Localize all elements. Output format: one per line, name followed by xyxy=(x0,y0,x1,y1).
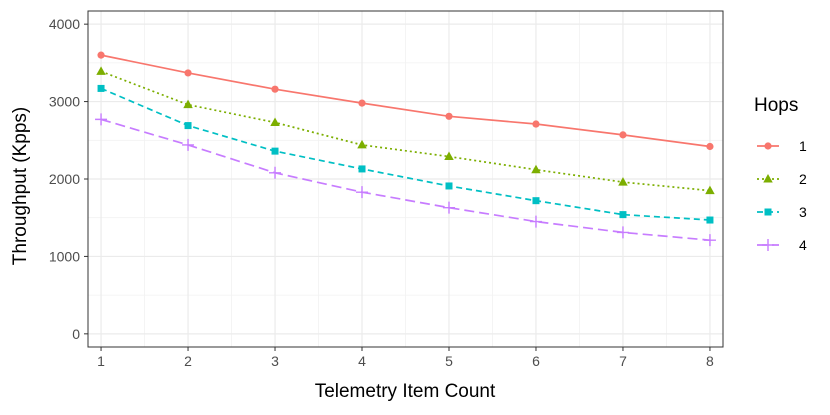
series-1 xyxy=(97,51,714,151)
series-4-point xyxy=(182,138,195,151)
series-1-point xyxy=(271,85,279,93)
series-2-point xyxy=(618,177,628,186)
legend: Hops 1 2 3 4 xyxy=(754,95,807,253)
y-tick-label: 4000 xyxy=(49,16,80,32)
series-4-point xyxy=(616,226,629,239)
legend-key-marker xyxy=(762,239,774,251)
legend-title: Hops xyxy=(754,95,798,116)
legend-label: 3 xyxy=(799,204,807,220)
series-4-point xyxy=(529,215,542,228)
series-1-point xyxy=(706,142,714,151)
series-2-point xyxy=(357,139,367,149)
series-3-point xyxy=(358,165,366,173)
series-3-point xyxy=(619,211,627,219)
x-tick-label: 2 xyxy=(184,353,192,369)
series-3-point xyxy=(532,197,540,205)
series-1-point xyxy=(445,112,453,120)
legend-label: 4 xyxy=(799,237,807,253)
legend-key-marker xyxy=(763,174,773,183)
series-4-point xyxy=(356,186,369,199)
x-tick-label: 6 xyxy=(532,353,540,369)
series-line-2 xyxy=(100,70,711,192)
series-4-point xyxy=(703,234,716,247)
x-tick-label: 4 xyxy=(358,353,366,369)
x-axis-title: Telemetry Item Count xyxy=(315,381,496,402)
series-1-point xyxy=(184,69,192,77)
series-3-point xyxy=(184,122,192,130)
series-2-point xyxy=(183,99,193,109)
legend-key-marker xyxy=(764,208,772,216)
x-tick-label: 7 xyxy=(619,353,627,369)
series-line-1 xyxy=(100,54,711,148)
series-1-point xyxy=(532,120,540,128)
series-3-point xyxy=(97,84,105,92)
legend-item-3: 3 xyxy=(757,204,807,220)
series-2-point xyxy=(531,164,541,174)
series-3 xyxy=(97,84,714,224)
y-tick-label: 3000 xyxy=(49,94,80,110)
series-1-point xyxy=(358,99,366,107)
legend-key-marker xyxy=(764,142,772,150)
series-2 xyxy=(96,66,715,195)
series-4-point xyxy=(442,201,455,214)
series-2-point xyxy=(270,117,280,126)
legend-item-4: 4 xyxy=(757,237,807,253)
series-2-point xyxy=(705,185,715,195)
y-tick-label: 0 xyxy=(72,326,80,342)
x-tick-label: 5 xyxy=(445,353,453,369)
y-tick-label: 1000 xyxy=(49,248,80,264)
series-1-point xyxy=(97,51,105,59)
legend-label: 2 xyxy=(799,171,807,187)
legend-label: 1 xyxy=(799,138,807,154)
series-3-point xyxy=(706,216,714,224)
series-line-4 xyxy=(100,118,711,242)
x-tick-label: 3 xyxy=(271,353,279,369)
series-1-point xyxy=(619,131,627,139)
series-3-point xyxy=(271,147,279,155)
series-2-point xyxy=(444,151,454,161)
series-line-3 xyxy=(100,87,711,221)
x-tick-label: 1 xyxy=(97,353,105,369)
legend-item-2: 2 xyxy=(757,171,807,187)
y-tick-label: 2000 xyxy=(49,171,80,187)
series-4 xyxy=(95,113,716,247)
legend-item-1: 1 xyxy=(757,138,807,154)
series-2-point xyxy=(96,66,106,75)
y-axis-title: Throughput (Kpps) xyxy=(10,107,31,265)
x-tick-label: 8 xyxy=(706,353,714,369)
series-4-point xyxy=(269,166,282,179)
series-3-point xyxy=(445,182,453,190)
series-4-point xyxy=(95,113,108,126)
